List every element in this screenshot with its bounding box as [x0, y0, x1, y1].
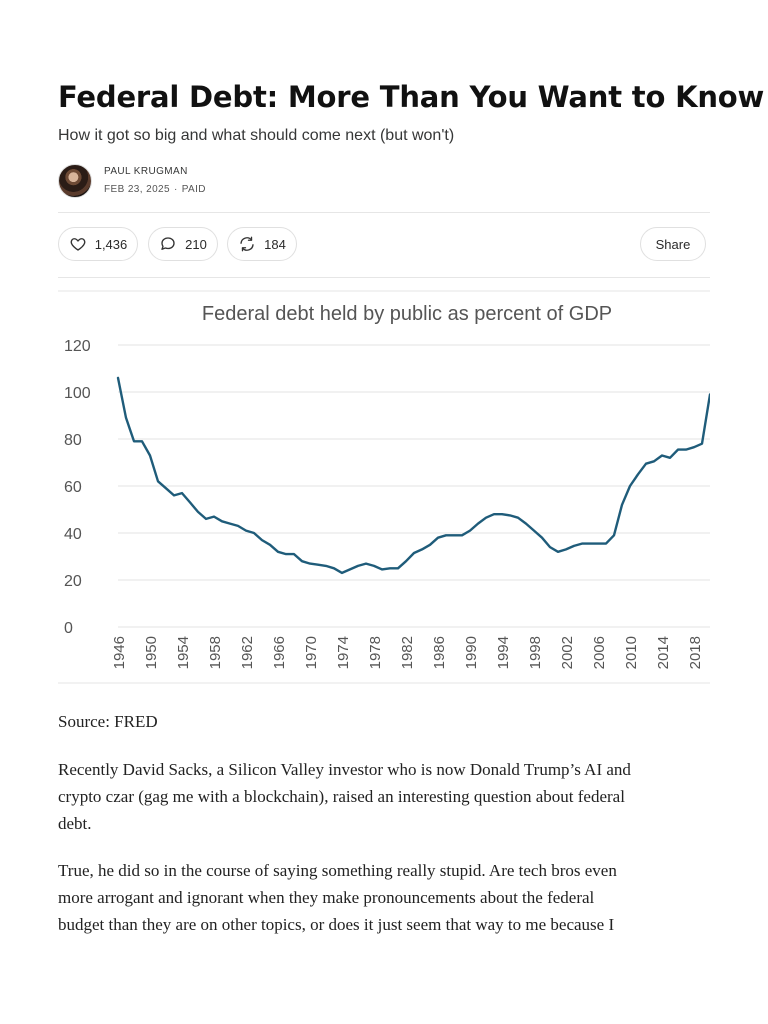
x-tick-label: 1982 — [399, 636, 416, 669]
x-tick-label: 1958 — [207, 636, 224, 669]
like-count: 1,436 — [94, 236, 128, 252]
x-tick-label: 1994 — [495, 636, 512, 669]
x-tick-label: 1998 — [527, 636, 544, 669]
byline-text: PAUL KRUGMAN FEB 23, 2025 · PAID — [104, 166, 206, 195]
y-tick-label: 40 — [64, 526, 82, 543]
x-tick-label: 1950 — [143, 636, 160, 669]
chart-grid — [118, 344, 710, 628]
body-line: more arrogant and ignorant when they mak… — [58, 888, 595, 907]
divider-action — [58, 277, 710, 278]
x-tick-label: 1970 — [303, 636, 320, 669]
x-tick-label: 1986 — [431, 636, 448, 669]
action-bar: 1,436 210 184 Share — [58, 227, 710, 265]
restack-arrows-icon — [240, 236, 254, 252]
x-tick-label: 1954 — [175, 636, 192, 669]
source-caption: Source: FRED — [58, 712, 158, 731]
body-line: budget than they are on other topics, or… — [58, 915, 615, 934]
y-tick-label: 60 — [64, 479, 82, 496]
heart-icon — [70, 238, 86, 251]
x-tick-label: 2002 — [559, 636, 576, 669]
body-line: Recently David Sacks, a Silicon Valley i… — [58, 760, 631, 779]
x-axis-ticks: 1946 1950 1954 1958 1962 1966 1970 1974 1978 1982… — [111, 636, 704, 669]
access-badge: PAID — [181, 184, 206, 195]
post-title: Federal Debt: More Than You Want to Know — [58, 80, 765, 114]
restack-count: 184 — [264, 236, 286, 252]
divider-top — [58, 212, 710, 213]
like-button[interactable]: 1,436 — [58, 227, 138, 261]
y-tick-label: 120 — [64, 338, 91, 355]
y-tick-label: 20 — [64, 573, 82, 590]
body-paragraph-1: Recently David Sacks, a Silicon Valley i… — [58, 756, 710, 837]
body-line: True, he did so in the course of saying … — [58, 861, 617, 880]
x-tick-label: 1962 — [239, 636, 256, 669]
comment-button[interactable]: 210 — [148, 227, 218, 261]
y-tick-label: 100 — [64, 385, 91, 402]
y-tick-label: 0 — [64, 620, 73, 637]
x-tick-label: 2006 — [591, 636, 608, 669]
meta-separator: · — [173, 184, 178, 195]
author-name[interactable]: PAUL KRUGMAN — [104, 166, 188, 177]
x-tick-label: 1978 — [367, 636, 384, 669]
comment-bubble-icon — [161, 237, 175, 250]
x-tick-label: 1974 — [335, 636, 352, 669]
x-tick-label: 2014 — [655, 636, 672, 669]
chart: Federal debt held by public as percent o… — [58, 290, 710, 684]
x-tick-label: 1966 — [271, 636, 288, 669]
x-tick-label: 1946 — [111, 636, 128, 669]
chart-title: Federal debt held by public as percent o… — [202, 303, 612, 325]
restack-button[interactable]: 184 — [227, 227, 297, 261]
byline: PAUL KRUGMAN FEB 23, 2025 · PAID — [58, 162, 658, 198]
body-paragraph-2: True, he did so in the course of saying … — [58, 857, 710, 938]
series-line-debt — [116, 376, 710, 575]
body-line: crypto czar (gag me with a blockchain), … — [58, 787, 625, 806]
body-line: debt. — [58, 814, 92, 833]
post-subtitle: How it got so big and what should come n… — [58, 127, 455, 144]
post-meta: FEB 23, 2025 · PAID — [104, 184, 206, 195]
post-date: FEB 23, 2025 — [104, 184, 170, 195]
x-tick-label: 1990 — [463, 636, 480, 669]
author-avatar[interactable] — [58, 164, 92, 198]
y-axis-ticks: 0 20 40 60 80 100 120 — [64, 338, 91, 637]
x-tick-label: 2018 — [687, 636, 704, 669]
chart-svg: Federal debt held by public as percent o… — [58, 290, 710, 684]
share-button[interactable]: Share — [640, 227, 706, 261]
y-tick-label: 80 — [64, 432, 82, 449]
x-tick-label: 2010 — [623, 636, 640, 669]
comment-count: 210 — [185, 236, 207, 252]
